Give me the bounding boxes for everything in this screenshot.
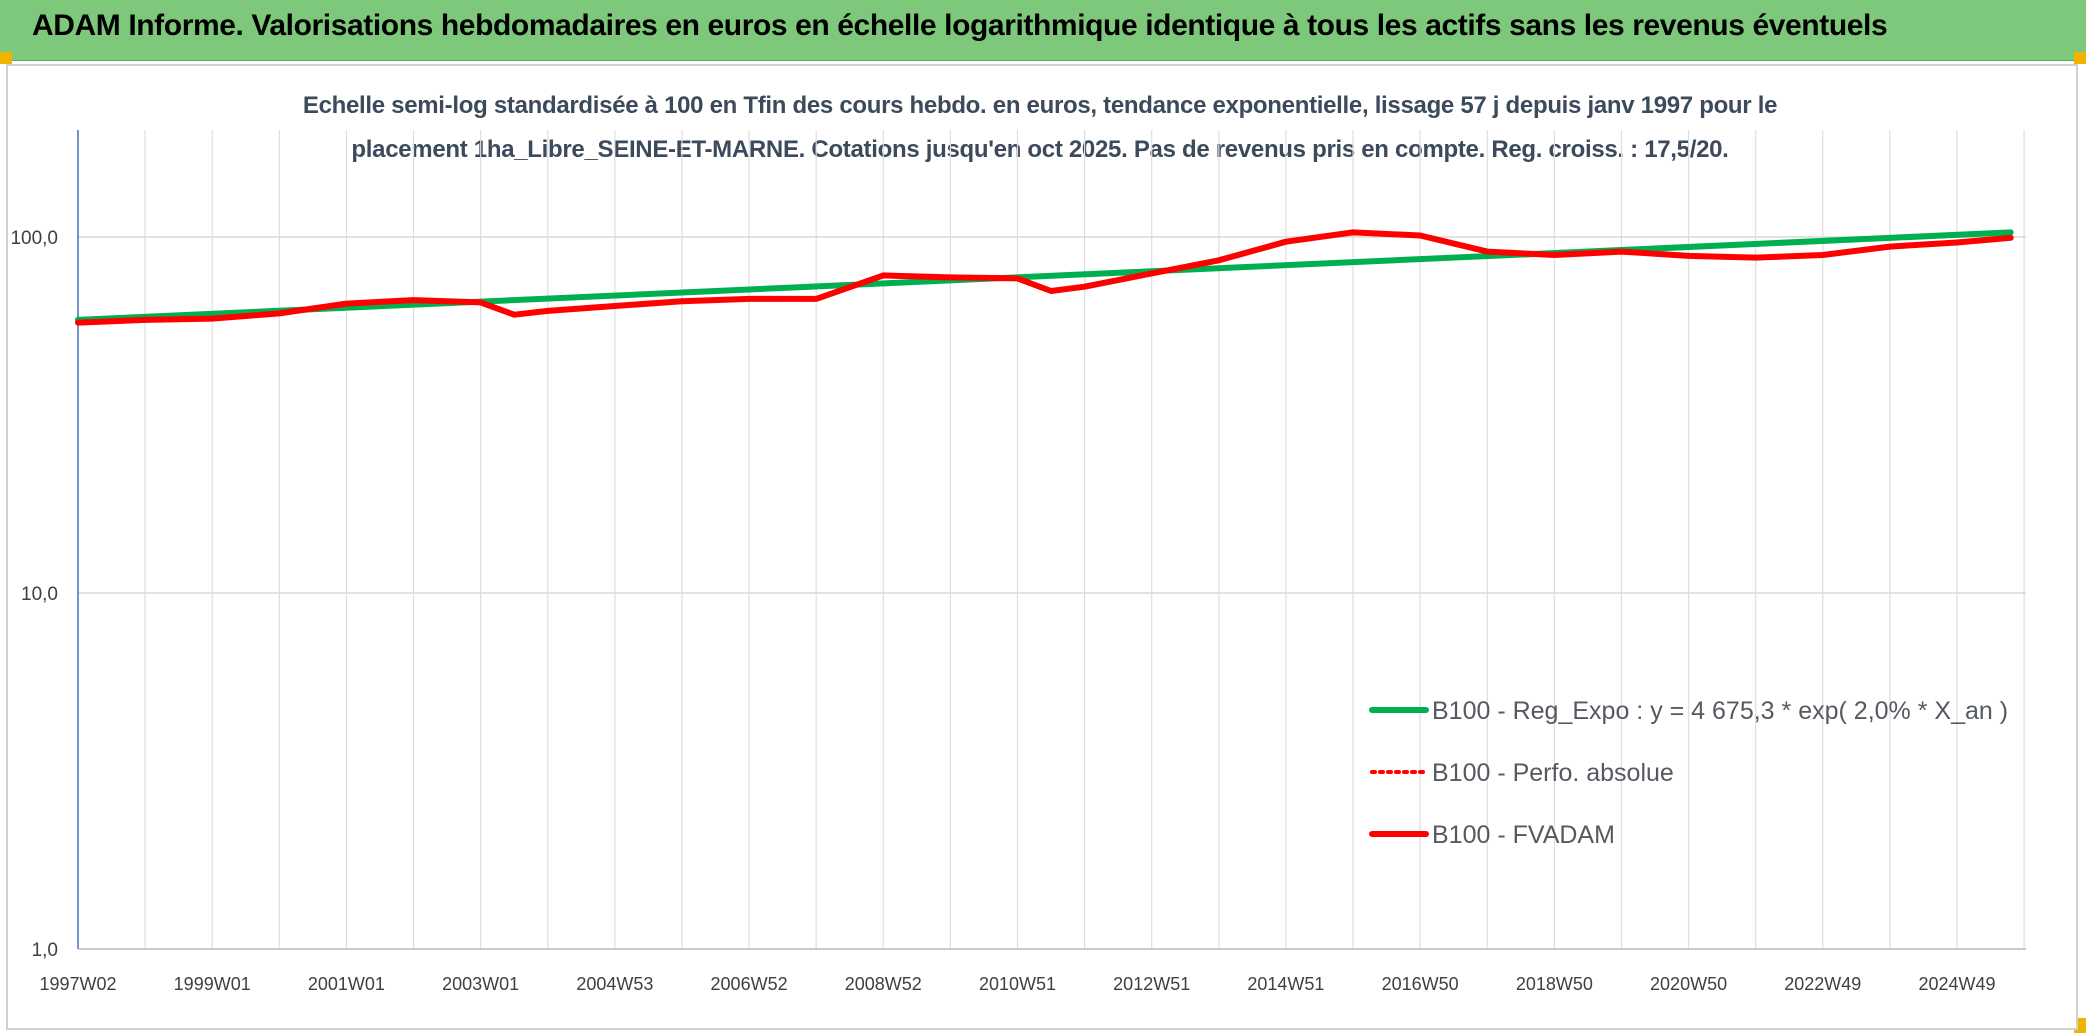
x-tick-label: 2010W51 [979,974,1056,994]
grid-layer [78,130,2026,950]
legend: B100 - Reg_Expo : y = 4 675,3 * exp( 2,0… [1369,697,2008,849]
x-tick-label: 2012W51 [1113,974,1190,994]
x-tick-label: 2022W49 [1784,974,1861,994]
chart-subtitle-line-2: placement 1ha_Libre_SEINE-ET-MARNE. Cota… [351,136,1729,163]
page-title: ADAM Informe. Valorisations hebdomadaire… [32,9,1888,42]
corner-marker-left [0,52,12,64]
series-line-2 [75,229,2014,326]
header-banner: ADAM Informe. Valorisations hebdomadaire… [0,0,2086,61]
legend-label-1: B100 - Perfo. absolue [1432,759,1674,787]
x-tick-label: 2018W50 [1516,974,1593,994]
y-tick-label: 10,0 [21,584,58,605]
series-line-0 [75,229,2014,323]
legend-label-0: B100 - Reg_Expo : y = 4 675,3 * exp( 2,0… [1432,697,2008,725]
x-tick-label: 2006W52 [711,974,788,994]
x-tick-label: 2001W01 [308,974,385,994]
x-tick-label: 1999W01 [174,974,251,994]
y-tick-label: 100,0 [10,228,58,249]
x-tick-label: 2004W53 [576,974,653,994]
x-tick-label: 1997W02 [39,974,116,994]
legend-label-2: B100 - FVADAM [1432,821,1615,849]
x-tick-label: 2020W50 [1650,974,1727,994]
x-tick-label: 2003W01 [442,974,519,994]
x-tick-label: 2016W50 [1382,974,1459,994]
y-tick-label: 1,0 [32,940,58,961]
chart-frame [6,64,2078,1030]
series-layer [75,229,2014,326]
x-tick-label: 2008W52 [845,974,922,994]
x-tick-label: 2024W49 [1918,974,1995,994]
x-tick-label: 2014W51 [1247,974,1324,994]
corner-marker-right [2074,52,2086,64]
axis-layer: 100,0 10,0 1,0 1997W02 1999W01 2001W01 2003W01… [10,130,2026,994]
chart-subtitle-line-1: Echelle semi-log standardisée à 100 en T… [302,92,1778,119]
chart-subtitle: Echelle semi-log standardisée à 100 en T… [140,84,1940,172]
